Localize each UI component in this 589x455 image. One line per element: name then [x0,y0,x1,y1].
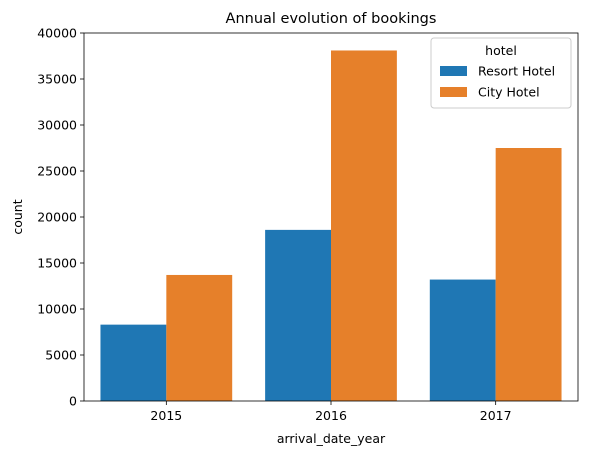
bar-resort-hotel-2015 [100,324,167,401]
y-tick-label: 0 [69,394,77,409]
bar-city-hotel-2015 [166,274,233,401]
x-axis-label: arrival_date_year [277,431,386,446]
y-tick-label: 35000 [37,72,77,87]
chart-title: Annual evolution of bookings [226,11,437,27]
legend-title: hotel [485,43,517,58]
legend-swatch-city-hotel [440,87,467,97]
bar-resort-hotel-2016 [265,229,331,401]
y-axis-label: count [10,199,25,234]
bar-city-hotel-2017 [495,148,562,401]
bar-city-hotel-2016 [331,50,397,401]
plot-area: 0 5000 10000 15000 20000 25000 30000 35000 40000… [37,26,579,423]
x-tick-label: 2015 [150,408,182,423]
x-tick-label: 2016 [315,408,347,423]
y-tick-label: 5000 [45,348,77,363]
legend-label-resort-hotel: Resort Hotel [478,64,555,79]
y-tick-label: 25000 [37,164,77,179]
bar-resort-hotel-2017 [429,279,496,401]
y-tick-label: 20000 [37,210,77,225]
legend: hotel Resort Hotel City Hotel [430,37,572,109]
y-tick-label: 40000 [37,26,77,41]
y-tick-label: 30000 [37,118,77,133]
legend-swatch-resort-hotel [440,66,467,76]
y-tick-label: 15000 [37,256,77,271]
legend-label-city-hotel: City Hotel [478,85,540,100]
y-tick-label: 10000 [37,302,77,317]
x-tick-label: 2017 [480,408,512,423]
